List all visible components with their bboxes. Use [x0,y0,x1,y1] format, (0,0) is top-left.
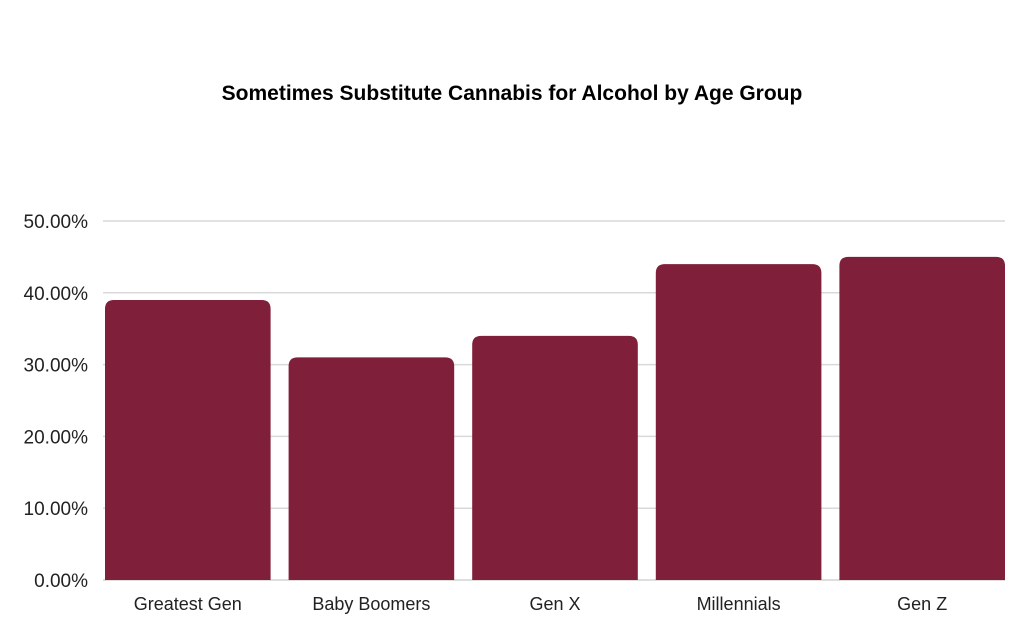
y-tick-label: 20.00% [24,427,89,448]
bars [105,256,1005,580]
bar-gen-z [839,256,1005,580]
bar-baby-boomers [288,357,455,580]
x-tick-label: Gen Z [897,594,947,614]
bar-greatest-gen [105,299,271,580]
x-tick-label: Greatest Gen [134,594,242,614]
x-tick-label: Gen X [529,594,580,614]
bar-millennials [655,264,822,580]
y-tick-label: 50.00% [24,212,89,233]
x-axis: Greatest Gen Baby Boomers Gen X Millennials… [134,594,947,614]
bar-gen-x [472,335,638,580]
y-axis: 0.00% 10.00% 20.00% 30.00% 40.00% 50.00% [24,212,89,592]
chart-title: Sometimes Substitute Cannabis for Alcoho… [222,82,803,105]
y-tick-label: 30.00% [24,356,89,377]
x-tick-label: Baby Boomers [312,594,430,614]
y-tick-label: 40.00% [24,284,89,305]
y-tick-label: 10.00% [24,499,89,520]
y-tick-label: 0.00% [34,571,88,592]
x-tick-label: Millennials [697,594,781,614]
